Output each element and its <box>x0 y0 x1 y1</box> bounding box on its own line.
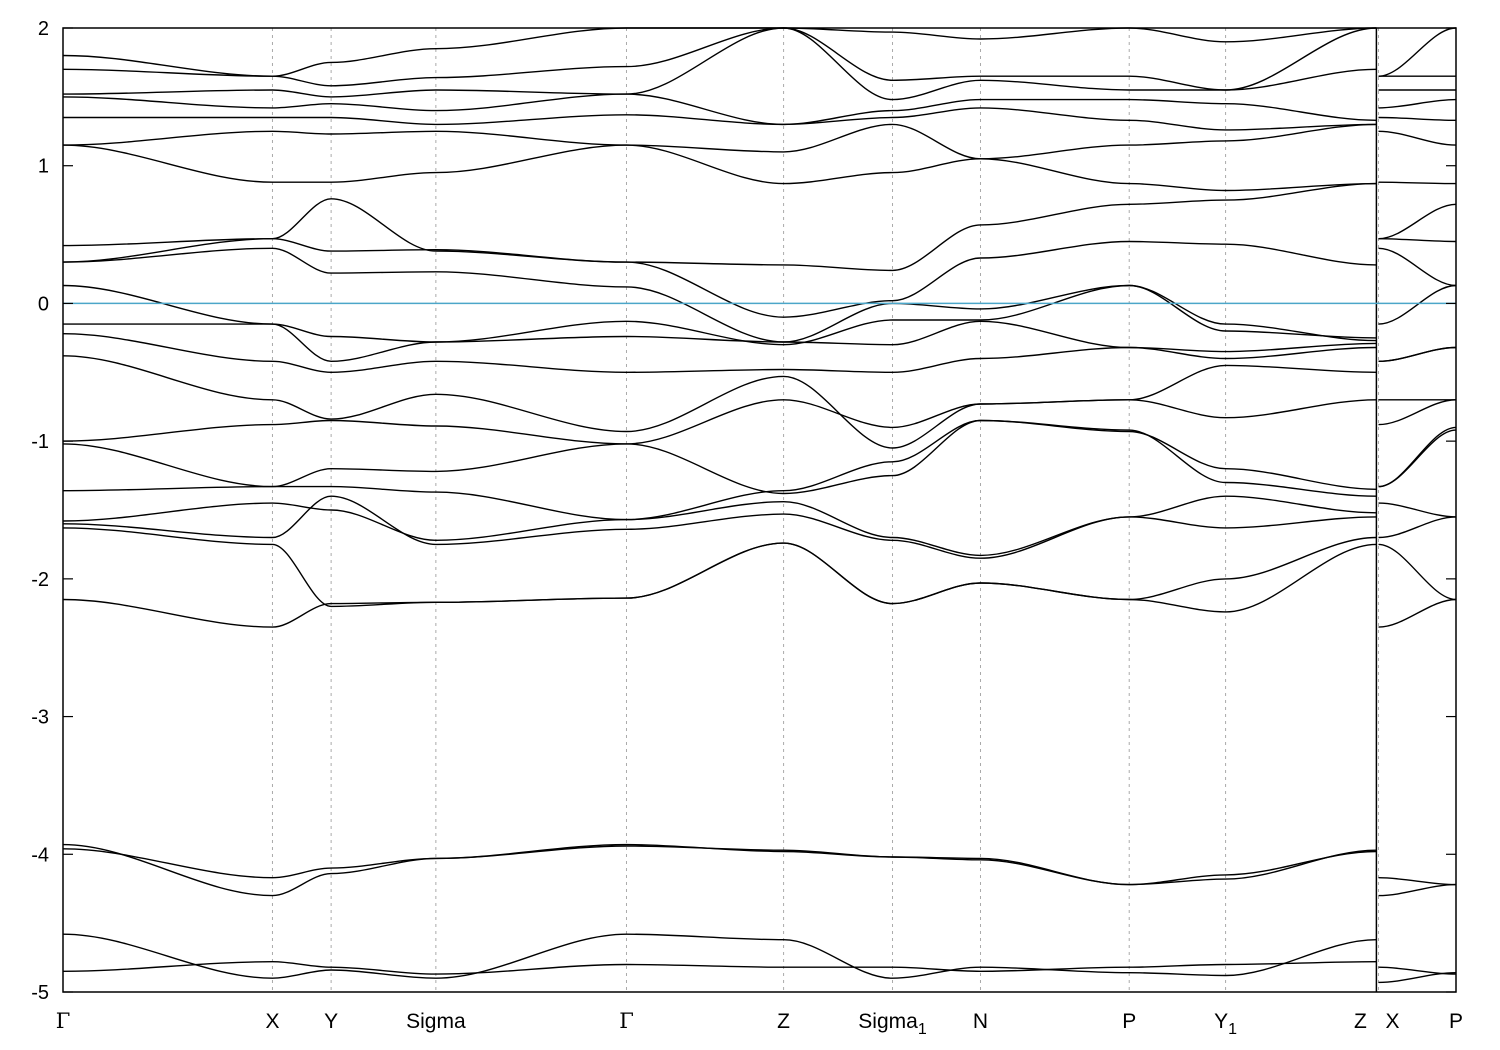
band-line <box>62 27 1456 101</box>
kpoint-label: Γ <box>619 1009 634 1033</box>
band-line <box>62 284 1457 346</box>
band-line <box>63 107 1457 131</box>
y-axis-ticks: -5 -4 -3 -2 -1 0 1 2 <box>31 18 1456 1004</box>
y-tick-label: -5 <box>31 982 49 1004</box>
band-line <box>62 247 1457 343</box>
kpoint-label: P <box>1449 1010 1463 1033</box>
kpoint-label: Sigma1 <box>858 1010 927 1038</box>
band-line <box>62 27 1456 91</box>
band-line <box>62 320 1457 363</box>
band-line <box>62 182 1457 272</box>
band-line <box>62 495 1457 557</box>
y-tick-label: -2 <box>31 569 49 591</box>
y-tick-label: -3 <box>31 707 49 729</box>
kpoint-label: Z <box>1354 1010 1367 1033</box>
y-tick-label: -1 <box>31 431 49 453</box>
band-line <box>62 527 1457 608</box>
kpoint-label: X <box>265 1010 279 1033</box>
y-tick-label: 1 <box>38 156 49 178</box>
band-line <box>62 237 1457 318</box>
band-line <box>62 843 1457 897</box>
band-line <box>62 123 1457 160</box>
band-line <box>62 419 1457 495</box>
y-tick-label: -4 <box>31 844 49 866</box>
band-line <box>62 93 1457 126</box>
band-lines <box>62 27 1457 984</box>
kpoint-label: Y <box>324 1010 338 1033</box>
y-tick-label: 2 <box>38 18 49 40</box>
band-line <box>62 933 1457 984</box>
band-line <box>62 27 1457 77</box>
y-tick-label: 0 <box>38 293 49 315</box>
band-line <box>62 399 1457 445</box>
band-line <box>62 355 1456 449</box>
kpoint-label: X <box>1385 1010 1399 1033</box>
kpoint-label: Y1 <box>1214 1010 1237 1038</box>
band-line <box>62 960 1457 975</box>
kpoint-label: Γ <box>56 1009 71 1033</box>
kpoint-label: Sigma <box>406 1010 466 1033</box>
kpoint-label: P <box>1122 1010 1136 1033</box>
kpoint-label: N <box>973 1010 988 1033</box>
kpoint-label: Z <box>777 1010 790 1033</box>
band-line <box>62 845 1457 886</box>
band-line <box>62 542 1457 628</box>
kpoint-gridlines <box>271 28 1379 992</box>
band-line <box>62 144 1457 192</box>
band-line <box>62 495 1457 559</box>
x-axis-kpoint-labels: Γ X Y Sigma Γ Z Sigma1 N P Y1 Z X P <box>56 1009 1463 1038</box>
plot-frame <box>62 27 1457 993</box>
